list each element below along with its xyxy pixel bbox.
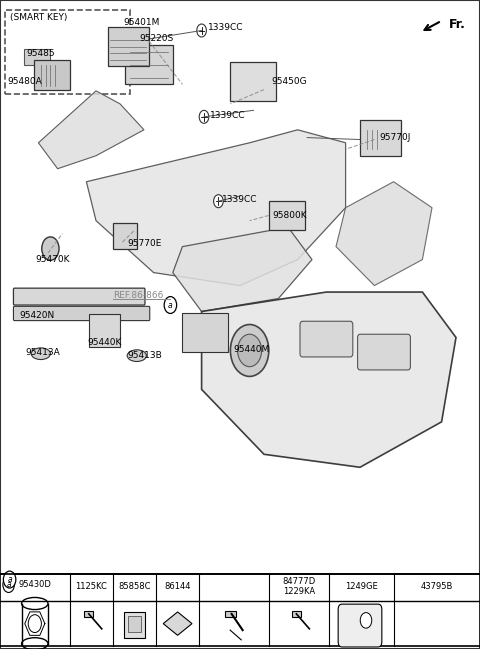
Polygon shape — [202, 292, 456, 467]
Text: a: a — [6, 580, 11, 589]
Bar — [5, 10, 130, 94]
Ellipse shape — [31, 348, 50, 360]
FancyBboxPatch shape — [113, 223, 137, 249]
Text: 95770E: 95770E — [127, 239, 162, 248]
Text: 95420N: 95420N — [19, 311, 54, 320]
Ellipse shape — [127, 350, 146, 361]
FancyBboxPatch shape — [230, 62, 276, 101]
Text: a: a — [7, 575, 12, 584]
FancyBboxPatch shape — [108, 27, 149, 66]
Text: 95485: 95485 — [26, 49, 55, 58]
Text: (SMART KEY): (SMART KEY) — [10, 13, 67, 22]
Circle shape — [360, 613, 372, 628]
Circle shape — [164, 297, 177, 313]
Text: 95800K: 95800K — [273, 211, 307, 220]
Text: 84777D
1229KA: 84777D 1229KA — [282, 577, 315, 596]
Text: 95430D: 95430D — [18, 580, 51, 589]
FancyBboxPatch shape — [338, 604, 382, 647]
Text: 43795B: 43795B — [420, 582, 453, 591]
FancyBboxPatch shape — [34, 60, 70, 90]
Text: 95413A: 95413A — [25, 348, 60, 357]
Text: 1339CC: 1339CC — [210, 111, 246, 120]
Circle shape — [199, 110, 209, 123]
FancyBboxPatch shape — [24, 49, 50, 65]
Text: REF.86-866: REF.86-866 — [113, 291, 163, 300]
Bar — [84, 611, 93, 617]
Text: 85858C: 85858C — [118, 582, 151, 591]
Circle shape — [197, 24, 206, 37]
Bar — [226, 611, 236, 617]
Text: 1249GE: 1249GE — [345, 582, 378, 591]
Circle shape — [42, 237, 59, 260]
Text: 95770J: 95770J — [379, 133, 410, 142]
Text: 95470K: 95470K — [35, 255, 70, 264]
Polygon shape — [336, 182, 432, 286]
FancyBboxPatch shape — [300, 321, 353, 357]
FancyBboxPatch shape — [89, 314, 120, 347]
FancyBboxPatch shape — [13, 306, 150, 321]
FancyBboxPatch shape — [269, 201, 305, 230]
Text: 95450G: 95450G — [271, 77, 307, 86]
Polygon shape — [86, 130, 346, 286]
Polygon shape — [38, 91, 144, 169]
Text: 86144: 86144 — [164, 582, 191, 591]
FancyBboxPatch shape — [125, 45, 173, 84]
FancyBboxPatch shape — [13, 288, 145, 305]
FancyBboxPatch shape — [360, 120, 401, 156]
Text: 95480A: 95480A — [7, 77, 42, 86]
Bar — [0, 574, 480, 646]
Circle shape — [230, 324, 269, 376]
Text: Fr.: Fr. — [449, 18, 466, 31]
FancyBboxPatch shape — [124, 612, 145, 638]
Text: 95220S: 95220S — [139, 34, 173, 43]
Text: 95401M: 95401M — [124, 18, 160, 27]
Text: a: a — [168, 300, 173, 310]
Polygon shape — [163, 612, 192, 635]
Circle shape — [3, 577, 14, 593]
FancyBboxPatch shape — [358, 334, 410, 370]
Text: 95440M: 95440M — [233, 345, 270, 354]
Text: 1339CC: 1339CC — [208, 23, 243, 32]
Text: 95440K: 95440K — [87, 338, 122, 347]
Text: 1125KC: 1125KC — [75, 582, 107, 591]
Circle shape — [3, 571, 16, 588]
Circle shape — [214, 195, 223, 208]
Text: 1339CC: 1339CC — [222, 195, 257, 204]
FancyBboxPatch shape — [182, 313, 228, 352]
FancyBboxPatch shape — [128, 616, 141, 632]
Text: 95413B: 95413B — [127, 350, 162, 360]
Circle shape — [238, 334, 262, 367]
Bar — [292, 611, 300, 617]
Polygon shape — [173, 227, 312, 312]
